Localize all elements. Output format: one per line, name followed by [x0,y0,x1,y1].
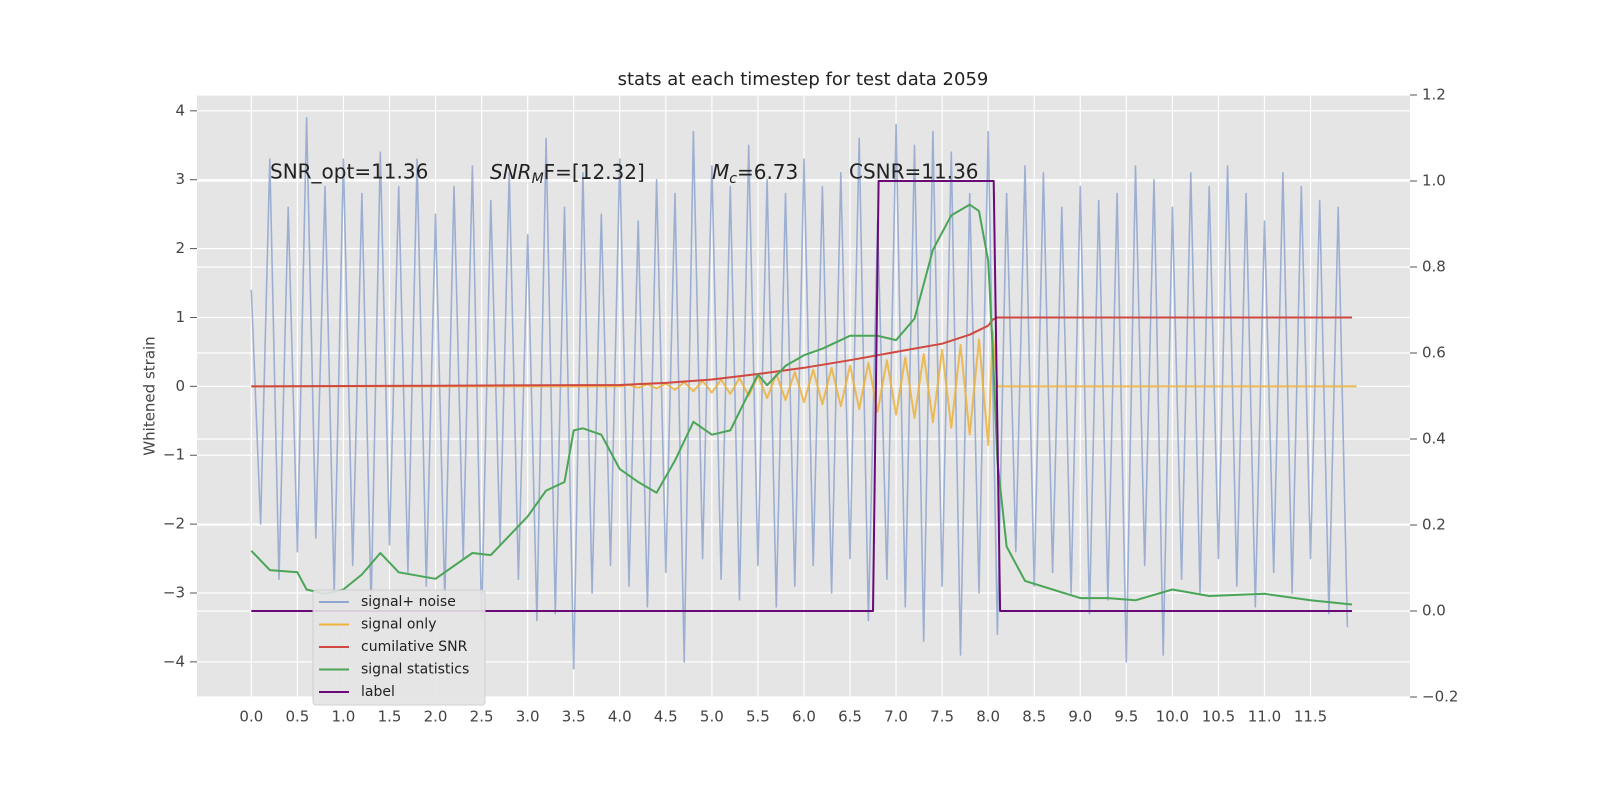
annotation: SNRMF=[12.32] [490,160,645,188]
x-tick-label: 9.0 [1068,708,1092,726]
annotation-part: c [729,171,737,187]
x-tick-label: 4.5 [654,708,678,726]
legend-label: cumilative SNR [361,639,468,655]
x-tick-label: 3.5 [562,708,586,726]
x-tick-label: 2.0 [424,708,448,726]
y-tick-label: −2 [163,515,185,533]
annotation-part: SNR [490,160,532,184]
x-tick-label: 0.0 [239,708,263,726]
x-tick-label: 1.5 [378,708,402,726]
x-tick-label: 8.0 [976,708,1000,726]
x-tick-label: 5.0 [700,708,724,726]
y-tick-label: −4 [163,652,185,670]
legend-label: signal+ noise [361,594,456,610]
x-tick-label: 11.5 [1294,708,1327,726]
y-tick-label: 3 [175,170,185,188]
y-tick-label: −1 [163,446,185,464]
y-axis-label: Whitened strain [141,336,159,455]
series-line [251,330,1357,446]
x-tick-label: 7.0 [884,708,908,726]
x-tick-label: 7.5 [930,708,954,726]
x-tick-label: 10.0 [1156,708,1189,726]
annotation: Mc=6.73 [712,160,798,188]
y2-tick-label: 0.4 [1422,430,1446,448]
chart-title: stats at each timestep for test data 205… [618,69,989,90]
y2-tick-label: 0.0 [1422,602,1446,620]
annotation: CSNR=11.36 [849,160,979,184]
annotation: SNR_opt=11.36 [270,160,428,184]
series-line [251,180,1352,612]
legend-label: signal only [361,617,436,633]
x-tick-label: 5.5 [746,708,770,726]
y2-tick-label: 0.6 [1422,344,1446,362]
legend-box [312,589,486,706]
x-tick-label: 1.0 [332,708,356,726]
y-tick-label: 4 [175,101,185,119]
y2-tick-label: 0.8 [1422,258,1446,276]
x-tick-label: 6.5 [838,708,862,726]
annotation-part: =6.73 [737,160,798,184]
annotation-part: F=[12.32] [544,160,645,184]
y2-tick-label: 1.2 [1422,86,1446,104]
y2-tick-label: −0.2 [1422,688,1458,706]
x-tick-label: 0.5 [285,708,309,726]
x-tick-label: 4.0 [608,708,632,726]
series-line [250,203,1353,606]
annotation-part: M [712,160,729,184]
y-tick-label: 2 [175,239,185,257]
legend-label: label [361,684,395,700]
annotation-part: M [532,171,544,187]
y2-tick-label: 0.2 [1422,516,1446,534]
x-tick-label: 2.5 [470,708,494,726]
y-tick-label: 0 [175,377,185,395]
x-tick-label: 3.0 [516,708,540,726]
x-tick-label: 9.5 [1114,708,1138,726]
x-tick-label: 8.5 [1022,708,1046,726]
x-tick-label: 11.0 [1248,708,1281,726]
legend-label: signal statistics [361,662,469,678]
series-line [250,116,1349,670]
y-tick-label: −3 [163,583,185,601]
x-tick-label: 10.5 [1202,708,1235,726]
y-tick-label: 1 [175,308,185,326]
x-tick-label: 6.0 [792,708,816,726]
y2-tick-label: 1.0 [1422,172,1446,190]
